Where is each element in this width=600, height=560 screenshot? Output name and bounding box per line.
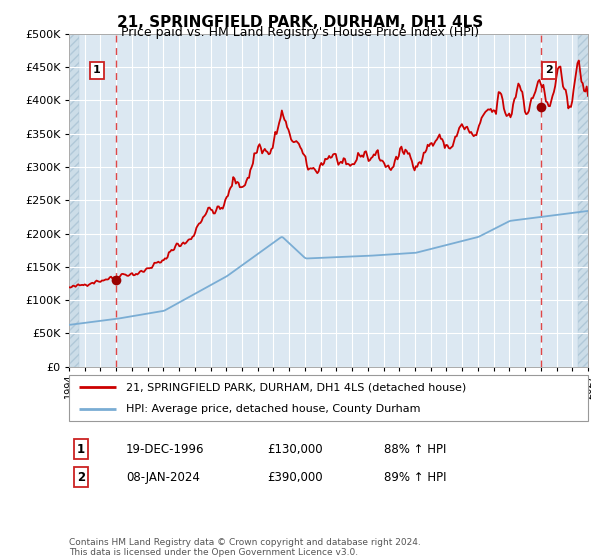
Text: 89% ↑ HPI: 89% ↑ HPI [384, 470, 446, 484]
Text: HPI: Average price, detached house, County Durham: HPI: Average price, detached house, Coun… [126, 404, 421, 414]
Bar [69, 34, 79, 367]
Text: 21, SPRINGFIELD PARK, DURHAM, DH1 4LS: 21, SPRINGFIELD PARK, DURHAM, DH1 4LS [117, 15, 483, 30]
Text: £390,000: £390,000 [267, 470, 323, 484]
Text: 88% ↑ HPI: 88% ↑ HPI [384, 442, 446, 456]
Text: £130,000: £130,000 [267, 442, 323, 456]
Text: 1: 1 [77, 442, 85, 456]
Text: 1: 1 [93, 66, 101, 75]
Text: 2: 2 [77, 470, 85, 484]
FancyBboxPatch shape [69, 375, 588, 421]
Bar [578, 34, 593, 367]
Text: 19-DEC-1996: 19-DEC-1996 [126, 442, 205, 456]
Text: 2: 2 [545, 66, 553, 75]
Text: Price paid vs. HM Land Registry's House Price Index (HPI): Price paid vs. HM Land Registry's House … [121, 26, 479, 39]
Text: 21, SPRINGFIELD PARK, DURHAM, DH1 4LS (detached house): 21, SPRINGFIELD PARK, DURHAM, DH1 4LS (d… [126, 382, 466, 392]
Text: Contains HM Land Registry data © Crown copyright and database right 2024.
This d: Contains HM Land Registry data © Crown c… [69, 538, 421, 557]
Text: 08-JAN-2024: 08-JAN-2024 [126, 470, 200, 484]
